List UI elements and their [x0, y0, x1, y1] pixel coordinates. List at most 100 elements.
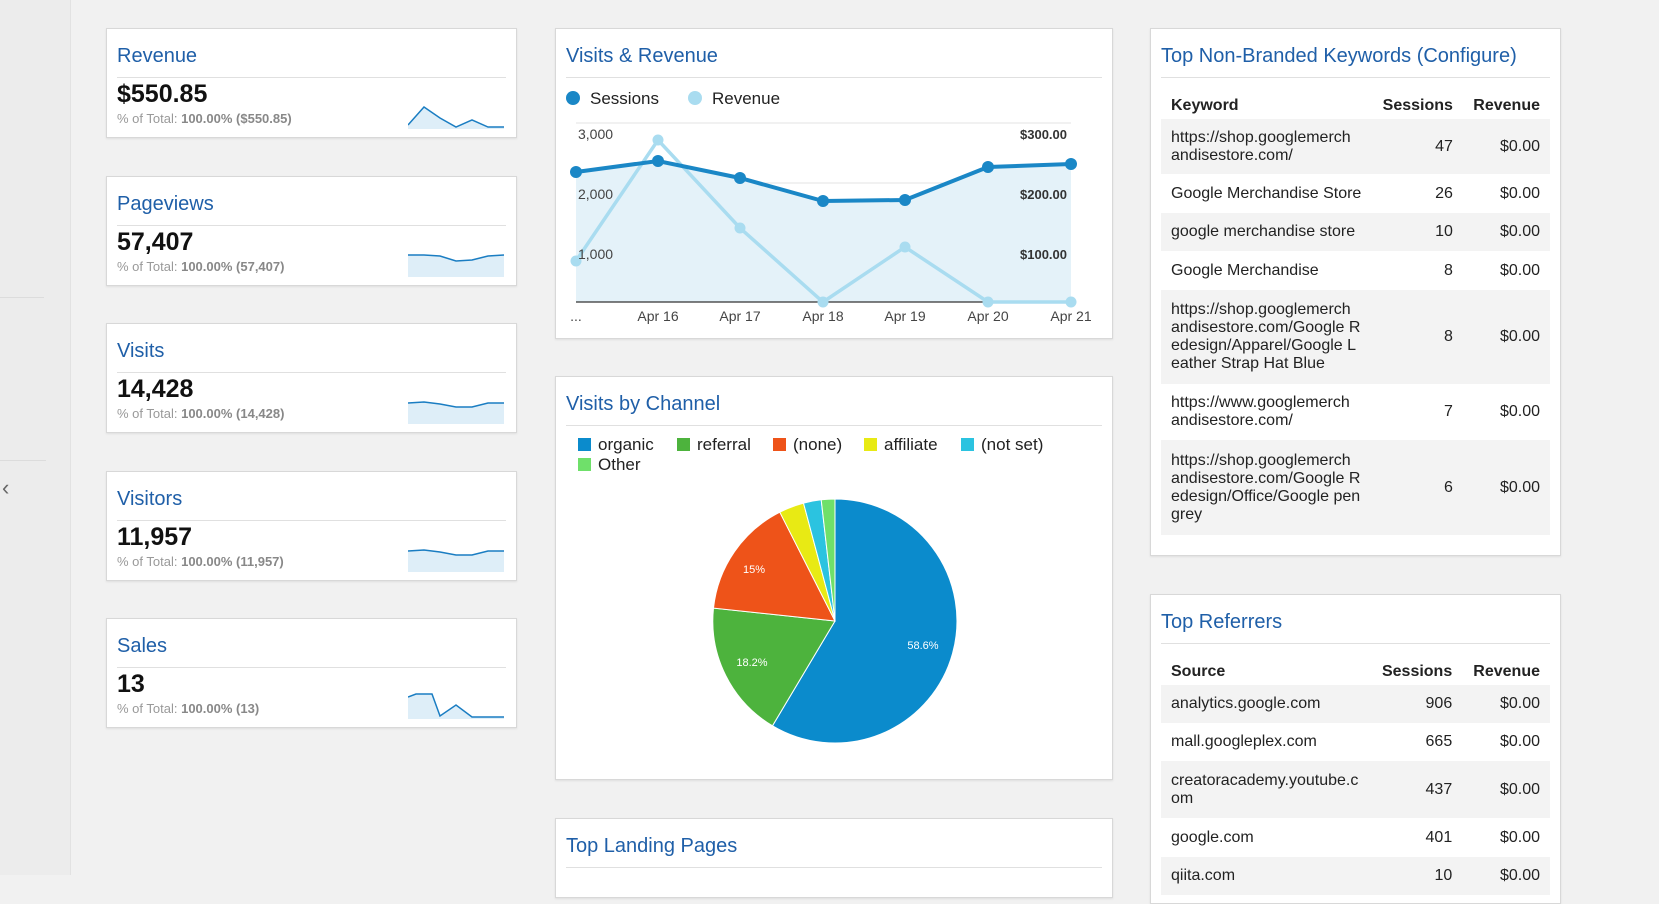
source-cell: analytics.google.com — [1161, 685, 1371, 723]
source-cell: qiita.com — [1161, 857, 1371, 895]
legend-swatch — [773, 438, 786, 451]
revenue-cell: $0.00 — [1462, 440, 1550, 535]
revenue-point[interactable] — [570, 255, 582, 267]
revenue-cell: $0.00 — [1462, 119, 1550, 174]
sessions-point[interactable] — [982, 161, 994, 173]
x-tick: Apr 20 — [967, 308, 1008, 324]
sessions-point[interactable] — [817, 195, 829, 207]
visits-revenue-card: Visits & Revenue Sessions Revenue — [555, 28, 1113, 339]
legend-label: Revenue — [712, 89, 781, 108]
table-row[interactable]: https://shop.googlemerch andisestore.com/… — [1161, 119, 1550, 174]
legend-none[interactable]: (none) — [773, 435, 842, 455]
sessions-cell: 665 — [1425, 733, 1453, 750]
table-row[interactable]: creatoracademy.youtube.c om 437 $0.00 — [1161, 761, 1550, 818]
col-sessions[interactable]: Sessions — [1381, 663, 1453, 680]
kpi-sub-value: 100.00% (57,407) — [181, 259, 285, 274]
legend-other[interactable]: Other — [578, 455, 641, 475]
legend-not-set[interactable]: (not set) — [961, 435, 1043, 455]
pie-slice-other[interactable] — [820, 498, 836, 622]
card-title: Visits — [117, 336, 506, 373]
legend-organic[interactable]: organic — [578, 435, 654, 455]
kpi-value: 57,407 — [117, 228, 194, 256]
revenue-cell: $0.00 — [1499, 733, 1540, 750]
revenue-point[interactable] — [1065, 296, 1077, 308]
keywords-title-link[interactable]: Top Non-Branded Keywords (Configure) — [1161, 45, 1517, 67]
col-keyword[interactable]: Keyword — [1171, 97, 1239, 114]
kpi-sub-prefix: % of Total: — [117, 259, 178, 274]
col-revenue[interactable]: Revenue — [1473, 97, 1540, 114]
col-source[interactable]: Source — [1171, 663, 1226, 680]
revenue-point[interactable] — [982, 296, 994, 308]
legend-dot — [688, 91, 702, 105]
legend-referral[interactable]: referral — [677, 435, 751, 455]
keyword-cell: https://shop.googlemerch andisestore.com/… — [1161, 440, 1373, 535]
legend-label: Other — [598, 455, 641, 474]
revenue-cell: $0.00 — [1499, 403, 1540, 420]
table-row[interactable]: https://shop.googlemerch andisestore.com/… — [1161, 290, 1550, 384]
table-row[interactable]: https://shop.googlemerch andisestore.com/… — [1161, 440, 1550, 535]
kpi-subtext: % of Total: 100.00% (13) — [117, 701, 259, 716]
sales-card: Sales 13 % of Total: 100.00% (13) — [106, 618, 517, 728]
revenue-point[interactable] — [817, 296, 829, 308]
pie-slice-organic[interactable] — [771, 498, 958, 744]
revenue-card: Revenue $550.85 % of Total: 100.00% ($55… — [106, 28, 517, 138]
visits-card: Visits 14,428 % of Total: 100.00% (14,42… — [106, 323, 517, 433]
revenue-cell: $0.00 — [1462, 213, 1550, 251]
table-row[interactable]: google.com 401 $0.00 — [1161, 818, 1550, 857]
table-row[interactable]: https://www.googlemerch andisestore.com/ … — [1161, 384, 1550, 440]
keyword-cell: https://shop.googlemerch andisestore.com/… — [1161, 290, 1373, 384]
card-title: Sales — [117, 631, 506, 668]
legend-label: (not set) — [981, 435, 1044, 454]
table-header: Keyword Sessions Revenue — [1161, 83, 1550, 119]
table-row[interactable]: analytics.google.com 906 $0.00 — [1161, 685, 1550, 723]
sessions-point[interactable] — [1065, 158, 1077, 170]
kpi-subtext: % of Total: 100.00% (57,407) — [117, 259, 284, 274]
collapse-nav-icon[interactable]: ‹ — [2, 475, 10, 500]
legend-swatch — [961, 438, 974, 451]
table-row[interactable]: google merchandise store 10 $0.00 — [1161, 213, 1550, 251]
legend-dot — [566, 91, 580, 105]
keyword-cell: Google Merchandise — [1171, 261, 1319, 279]
pie-slice-none[interactable] — [712, 511, 836, 622]
sessions-cell: 8 — [1444, 261, 1453, 279]
table-row[interactable]: mall.googleplex.com 665 $0.00 — [1161, 723, 1550, 761]
sessions-point[interactable] — [570, 166, 582, 178]
source-cell: creatoracademy.youtube.c om — [1161, 761, 1371, 818]
card-title: Pageviews — [117, 189, 506, 226]
x-tick: Apr 16 — [637, 308, 678, 324]
col-sessions[interactable]: Sessions — [1382, 97, 1453, 114]
table-row[interactable]: qiita.com 10 $0.00 — [1161, 857, 1550, 895]
pie-label-none: 15% — [743, 564, 765, 576]
revenue-point[interactable] — [899, 241, 911, 253]
y-tick-left: 2,000 — [578, 186, 613, 202]
kpi-sub-prefix: % of Total: — [117, 111, 178, 126]
pageviews-card: Pageviews 57,407 % of Total: 100.00% (57… — [106, 176, 517, 286]
y-tick-left: 1,000 — [578, 246, 613, 262]
sessions-cell: 47 — [1372, 119, 1463, 174]
y-tick-right: $100.00 — [1020, 247, 1067, 262]
kpi-sub-prefix: % of Total: — [117, 701, 178, 716]
table-row[interactable]: Google Merchandise Store 26 $0.00 — [1161, 174, 1550, 213]
keyword-cell: Google Merchandise Store — [1171, 184, 1362, 202]
legend-revenue[interactable]: Revenue — [688, 89, 780, 109]
pie-slice-referral[interactable] — [712, 607, 836, 727]
pie-label-organic: 58.6% — [907, 640, 938, 652]
kpi-value: 13 — [117, 670, 145, 698]
card-title: Top Non-Branded Keywords (Configure) — [1161, 41, 1550, 78]
card-title: Visits & Revenue — [566, 41, 1102, 78]
sessions-point[interactable] — [734, 172, 746, 184]
revenue-cell: $0.00 — [1462, 761, 1550, 818]
kpi-sub-value: 100.00% ($550.85) — [181, 111, 292, 126]
card-title: Revenue — [117, 41, 506, 78]
legend-affiliate[interactable]: affiliate — [864, 435, 938, 455]
col-revenue[interactable]: Revenue — [1473, 663, 1540, 680]
top-landing-pages-card: Top Landing Pages — [555, 818, 1113, 898]
revenue-point[interactable] — [652, 134, 664, 146]
referrers-card: Top Referrers Source Sessions Revenue an… — [1150, 594, 1561, 904]
sessions-point[interactable] — [652, 155, 664, 167]
card-title: Visitors — [117, 484, 506, 521]
table-row[interactable]: Google Merchandise 8 $0.00 — [1161, 251, 1550, 290]
legend-sessions[interactable]: Sessions — [566, 89, 659, 109]
sessions-point[interactable] — [899, 194, 911, 206]
revenue-point[interactable] — [734, 222, 746, 234]
